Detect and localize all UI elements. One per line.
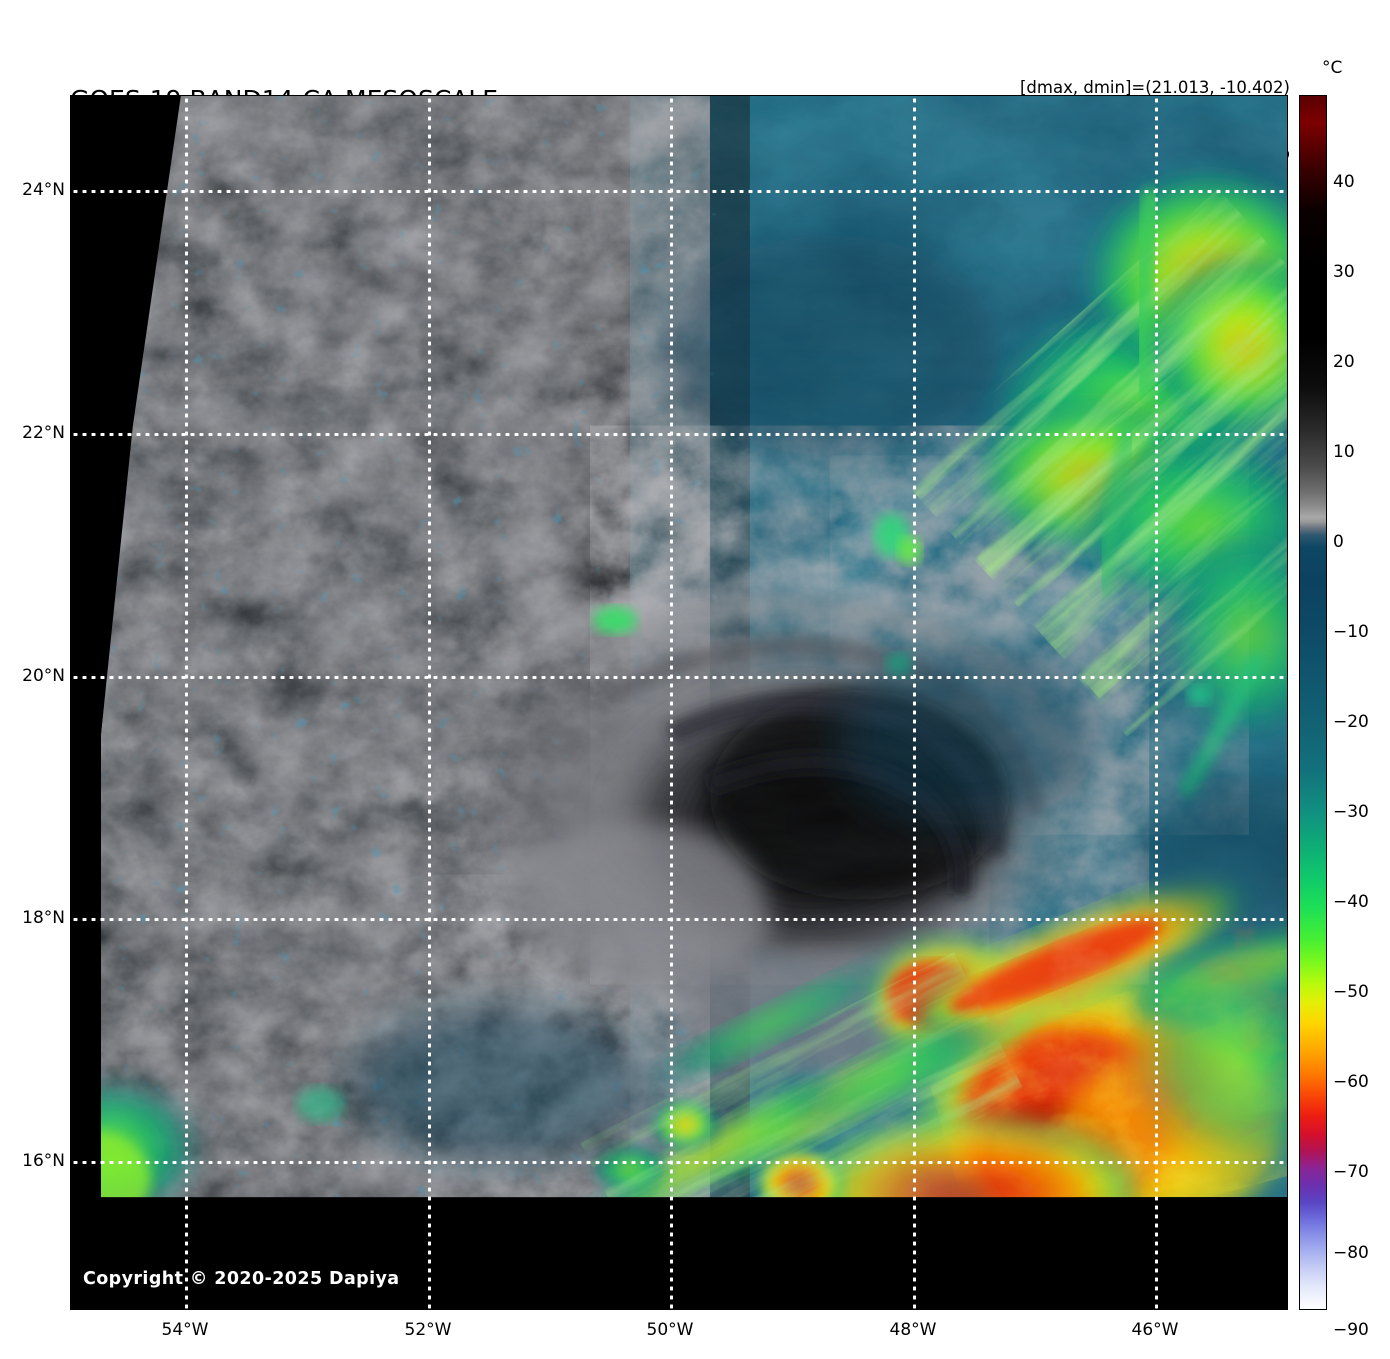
ytick-label-18n: 18°N (22, 908, 65, 928)
xtick-label-48w: 48°W (889, 1320, 937, 1340)
colorbar-tick-n50: −50 (1333, 982, 1369, 1002)
satellite-imagery-plot[interactable]: Copyright © 2020-2025 Dapiya (70, 95, 1288, 1310)
colorbar[interactable] (1299, 95, 1327, 1310)
colorbar-tick-n30: −30 (1333, 802, 1369, 822)
xtick-label-52w: 52°W (404, 1320, 452, 1340)
satellite-imagery-canvas (71, 96, 1287, 1309)
colorbar-tick-n90: −90 (1333, 1320, 1369, 1340)
ytick-label-22n: 22°N (22, 423, 65, 443)
dmax-dmin-label: [dmax, dmin]=(21.013, -10.402) (1020, 78, 1290, 97)
colorbar-unit-label: °C (1322, 58, 1343, 78)
colorbar-tick-n80: −80 (1333, 1243, 1369, 1263)
colorbar-tick-n10: −10 (1333, 622, 1369, 642)
colorbar-tick-0: 0 (1333, 532, 1344, 552)
colorbar-tick-n40: −40 (1333, 892, 1369, 912)
colorbar-tick-40: 40 (1333, 172, 1355, 192)
xtick-label-46w: 46°W (1131, 1320, 1179, 1340)
colorbar-tick-10: 10 (1333, 442, 1355, 462)
copyright-label: Copyright © 2020-2025 Dapiya (83, 1269, 400, 1289)
ytick-label-24n: 24°N (22, 180, 65, 200)
ytick-label-20n: 20°N (22, 666, 65, 686)
xtick-label-54w: 54°W (161, 1320, 209, 1340)
colorbar-tick-n70: −70 (1333, 1162, 1369, 1182)
colorbar-tick-n20: −20 (1333, 712, 1369, 732)
xtick-label-50w: 50°W (646, 1320, 694, 1340)
ytick-label-16n: 16°N (22, 1151, 65, 1171)
colorbar-tick-30: 30 (1333, 262, 1355, 282)
colorbar-gradient (1299, 95, 1327, 1310)
colorbar-tick-n60: −60 (1333, 1072, 1369, 1092)
colorbar-tick-20: 20 (1333, 352, 1355, 372)
